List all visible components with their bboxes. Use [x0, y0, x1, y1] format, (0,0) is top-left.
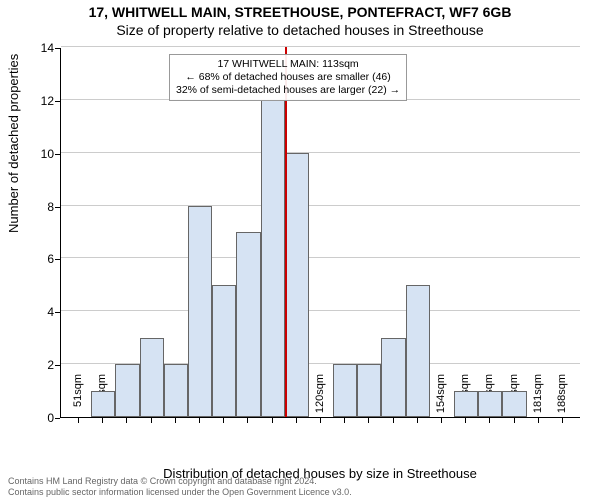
footer-line-1: Contains HM Land Registry data © Crown c… — [8, 476, 352, 486]
annotation-line-3: 32% of semi-detached houses are larger (… — [176, 84, 400, 97]
histogram-bar — [140, 338, 164, 417]
histogram-bar — [212, 285, 236, 417]
gridline — [61, 46, 580, 47]
footer-attribution: Contains HM Land Registry data © Crown c… — [8, 476, 352, 497]
histogram-bar — [502, 391, 526, 417]
annotation-line-2: ← 68% of detached houses are smaller (46… — [176, 71, 400, 84]
chart-title-address: 17, WHITWELL MAIN, STREETHOUSE, PONTEFRA… — [0, 4, 600, 20]
histogram-bar — [236, 232, 260, 417]
gridline — [61, 205, 580, 206]
gridline — [61, 257, 580, 258]
histogram-bar — [454, 391, 478, 417]
annotation-line-1: 17 WHITWELL MAIN: 113sqm — [176, 58, 400, 71]
histogram-bar — [164, 364, 188, 417]
annotation-box: 17 WHITWELL MAIN: 113sqm ← 68% of detach… — [169, 54, 407, 101]
footer-line-2: Contains public sector information licen… — [8, 487, 352, 497]
histogram-bar — [261, 100, 285, 417]
histogram-bar — [91, 391, 115, 417]
gridline — [61, 310, 580, 311]
histogram-bar — [115, 364, 139, 417]
histogram-plot: 17 WHITWELL MAIN: 113sqm ← 68% of detach… — [60, 48, 580, 418]
reference-line — [285, 47, 287, 417]
histogram-bar — [285, 153, 309, 417]
histogram-bar — [357, 364, 381, 417]
histogram-bar — [381, 338, 405, 417]
histogram-bar — [478, 391, 502, 417]
histogram-bar — [188, 206, 212, 417]
histogram-bar — [333, 364, 357, 417]
gridline — [61, 152, 580, 153]
y-axis-label: Number of detached properties — [6, 54, 21, 233]
histogram-bar — [406, 285, 430, 417]
chart-subtitle: Size of property relative to detached ho… — [0, 22, 600, 38]
